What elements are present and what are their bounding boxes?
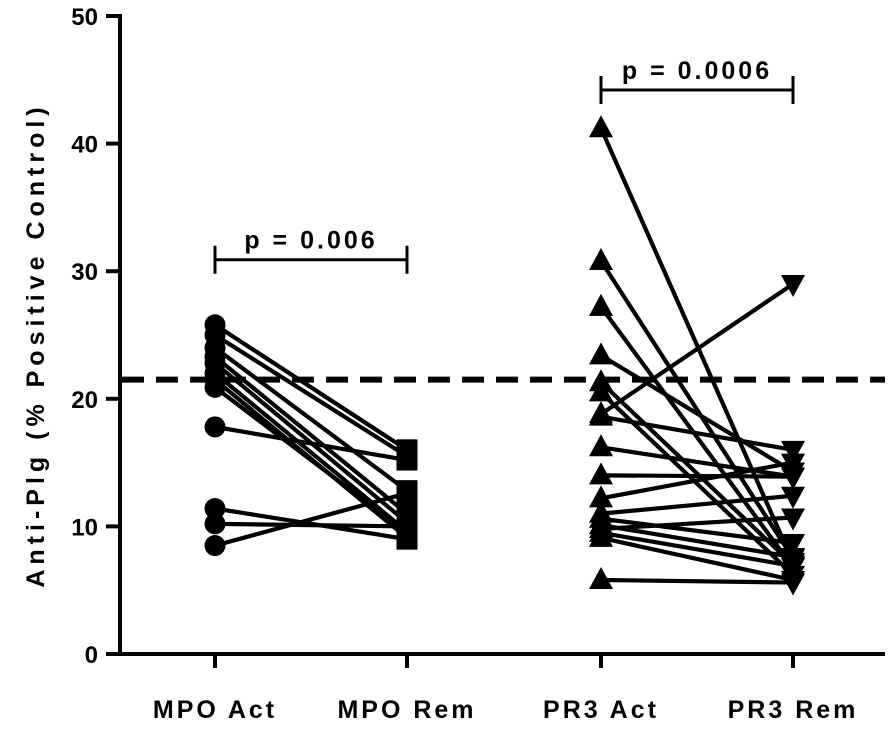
x-tick-label: MPO Act [153,696,277,724]
x-tick-label: PR3 Rem [728,696,859,724]
data-point-triangle-down [781,556,805,579]
data-point-triangle-up [589,342,613,365]
data-point-triangle-up [589,293,613,316]
data-point-triangle-up [589,485,613,508]
y-tick-label: 40 [71,132,98,159]
data-point-triangle-up [589,434,613,457]
y-axis-label: Anti-Plg (% Positive Control) [22,102,50,587]
pair-line [598,530,796,569]
pair-line [598,493,796,516]
pair-line [598,445,796,479]
pair-line [598,577,796,585]
data-point-triangle-up [589,462,613,485]
pair-line [598,353,796,474]
data-point-triangle-down [781,453,805,476]
pair-line [212,371,410,534]
data-point-triangle-up [589,379,613,402]
x-tick-label: PR3 Act [543,696,659,724]
data-point-circle [204,416,226,438]
pair-line [598,460,796,501]
y-tick-label: 20 [71,387,98,414]
data-point-triangle-down [781,467,805,490]
pair-line [212,491,410,548]
data-point-triangle-down [781,533,805,556]
data-point-triangle-up [589,403,613,426]
pair-line [212,424,410,463]
data-point-triangle-down [781,573,805,596]
data-point-triangle-up [589,524,613,547]
pair-line [212,354,410,516]
data-point-circle [204,535,226,557]
pair-line [598,126,796,565]
pair-line [598,515,796,532]
data-point-triangle-up [589,115,613,138]
significance-bracket: p = 0.0006 [599,57,795,105]
pair-line [598,281,796,417]
data-point-triangle-up [589,566,613,589]
y-tick-label: 50 [71,4,98,31]
pair-line [598,523,796,560]
p-value-label: p = 0.0006 [622,57,772,85]
data-points [204,115,805,596]
x-tick-label: MPO Rem [337,696,476,724]
pair-lines [212,126,796,585]
y-tick-label: 10 [71,514,98,541]
data-point-square [396,482,418,504]
pair-line [598,516,796,546]
pair-line [598,473,796,479]
pair-line [598,304,796,570]
data-point-triangle-down [781,508,805,531]
pair-line [212,521,410,529]
pair-line [212,332,410,459]
pair-line [598,414,796,452]
p-value-label: p = 0.006 [244,227,377,255]
data-point-triangle-up [589,247,613,270]
data-point-square [396,515,418,537]
pair-line [212,385,410,535]
pair-line [598,258,796,561]
plot-area: 0 10 20 30 40 50 MPO Act MPO Rem PR3 Act PR3 Rem A… [22,4,885,724]
data-point-triangle-down [781,440,805,463]
pair-line [212,345,410,493]
data-point-square [396,449,418,471]
y-tick-label: 0 [85,642,98,669]
data-point-triangle-down [781,274,805,297]
data-point-circle [204,498,226,520]
y-tick-label: 30 [71,259,98,286]
pair-line [212,322,410,452]
data-point-triangle-down [781,486,805,509]
data-point-circle [204,513,226,535]
pair-line [598,380,796,567]
significance-bracket: p = 0.006 [213,227,409,274]
pair-line [598,535,796,583]
